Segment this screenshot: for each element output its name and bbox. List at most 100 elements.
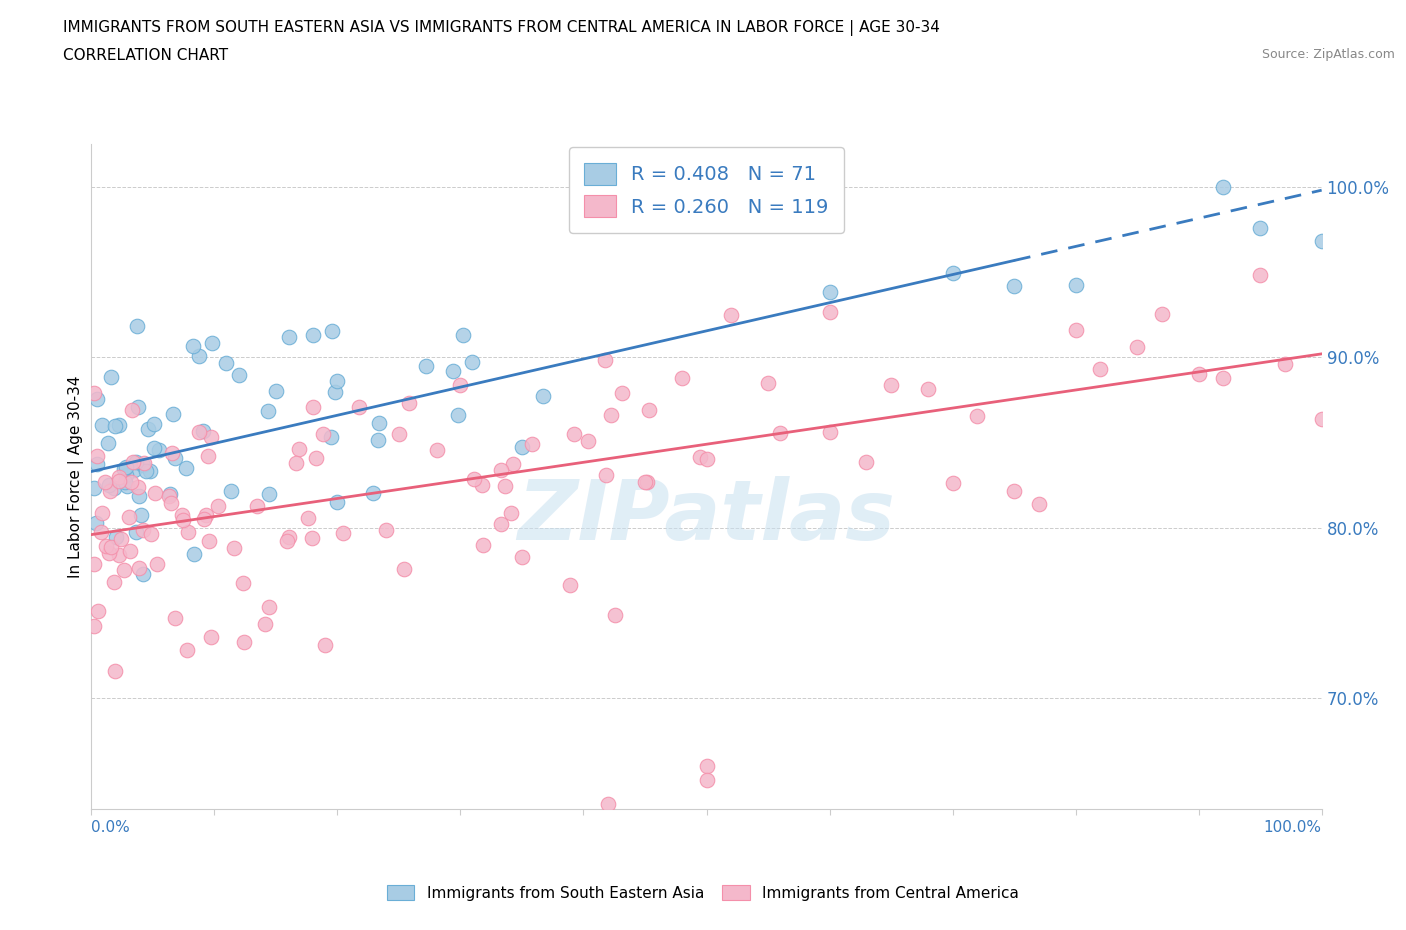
Point — [197, 448, 219, 463]
Point — [90, 525, 112, 539]
Text: CORRELATION CHART: CORRELATION CHART — [63, 48, 228, 63]
Point — [122, 462, 145, 477]
Point — [1274, 356, 1296, 371]
Point — [1249, 268, 1271, 283]
Point — [105, 529, 128, 544]
Point — [634, 474, 657, 489]
Point — [326, 374, 349, 389]
Point — [375, 523, 398, 538]
Point — [125, 455, 148, 470]
Point — [264, 384, 287, 399]
Point — [605, 607, 627, 622]
Point — [83, 386, 105, 401]
Point — [531, 389, 554, 404]
Point — [695, 452, 717, 467]
Point — [302, 400, 325, 415]
Point — [1064, 278, 1087, 293]
Point — [97, 545, 120, 560]
Point — [1150, 306, 1173, 321]
Point — [689, 449, 711, 464]
Point — [314, 638, 336, 653]
Text: 0.0%: 0.0% — [91, 820, 131, 835]
Point — [301, 327, 323, 342]
Point — [132, 458, 155, 472]
Point — [118, 510, 141, 525]
Point — [148, 442, 170, 457]
Text: 100.0%: 100.0% — [1264, 820, 1322, 835]
Point — [193, 512, 215, 526]
Point — [191, 423, 214, 438]
Point — [228, 367, 250, 382]
Point — [121, 403, 143, 418]
Point — [142, 441, 165, 456]
Point — [114, 474, 136, 489]
Point — [695, 759, 717, 774]
Point — [125, 319, 148, 334]
Point — [215, 356, 238, 371]
Point — [103, 575, 125, 590]
Point — [232, 576, 254, 591]
Point — [1310, 411, 1333, 426]
Point — [855, 455, 877, 470]
Point — [596, 796, 619, 811]
Point — [112, 563, 135, 578]
Point — [112, 461, 135, 476]
Point — [122, 455, 145, 470]
Point — [415, 359, 437, 374]
Point — [120, 474, 142, 489]
Point — [134, 456, 156, 471]
Point — [818, 304, 841, 319]
Point — [325, 494, 347, 509]
Point — [91, 418, 114, 432]
Point — [98, 484, 121, 498]
Point — [463, 472, 485, 486]
Point — [301, 530, 323, 545]
Point — [108, 474, 131, 489]
Point — [1310, 233, 1333, 248]
Point — [128, 560, 150, 575]
Point — [86, 392, 108, 406]
Point — [671, 370, 693, 385]
Point — [1249, 220, 1271, 235]
Point — [162, 406, 184, 421]
Point — [332, 526, 354, 541]
Point — [104, 418, 127, 433]
Point — [143, 485, 166, 500]
Point — [361, 485, 384, 500]
Point — [176, 643, 198, 658]
Point — [246, 498, 269, 513]
Point — [132, 523, 155, 538]
Point — [278, 329, 301, 344]
Point — [97, 435, 120, 450]
Point — [83, 557, 105, 572]
Point — [100, 539, 122, 554]
Point — [219, 484, 242, 498]
Point — [451, 327, 474, 342]
Point — [367, 432, 389, 447]
Point — [157, 488, 180, 503]
Point — [87, 604, 110, 618]
Point — [127, 400, 149, 415]
Point — [139, 463, 162, 478]
Point — [163, 610, 186, 625]
Point — [257, 404, 280, 418]
Point — [86, 448, 108, 463]
Y-axis label: In Labor Force | Age 30-34: In Labor Force | Age 30-34 — [69, 376, 84, 578]
Point — [98, 478, 121, 493]
Point — [162, 446, 184, 461]
Point — [388, 427, 411, 442]
Point — [96, 538, 118, 553]
Point — [321, 324, 343, 339]
Point — [347, 400, 370, 415]
Point — [499, 506, 522, 521]
Point — [86, 457, 108, 472]
Point — [257, 486, 280, 501]
Point — [471, 538, 494, 552]
Point — [398, 395, 420, 410]
Point — [637, 403, 659, 418]
Point — [1212, 371, 1234, 386]
Point — [86, 516, 108, 531]
Point — [83, 618, 105, 633]
Point — [91, 505, 114, 520]
Point — [195, 508, 218, 523]
